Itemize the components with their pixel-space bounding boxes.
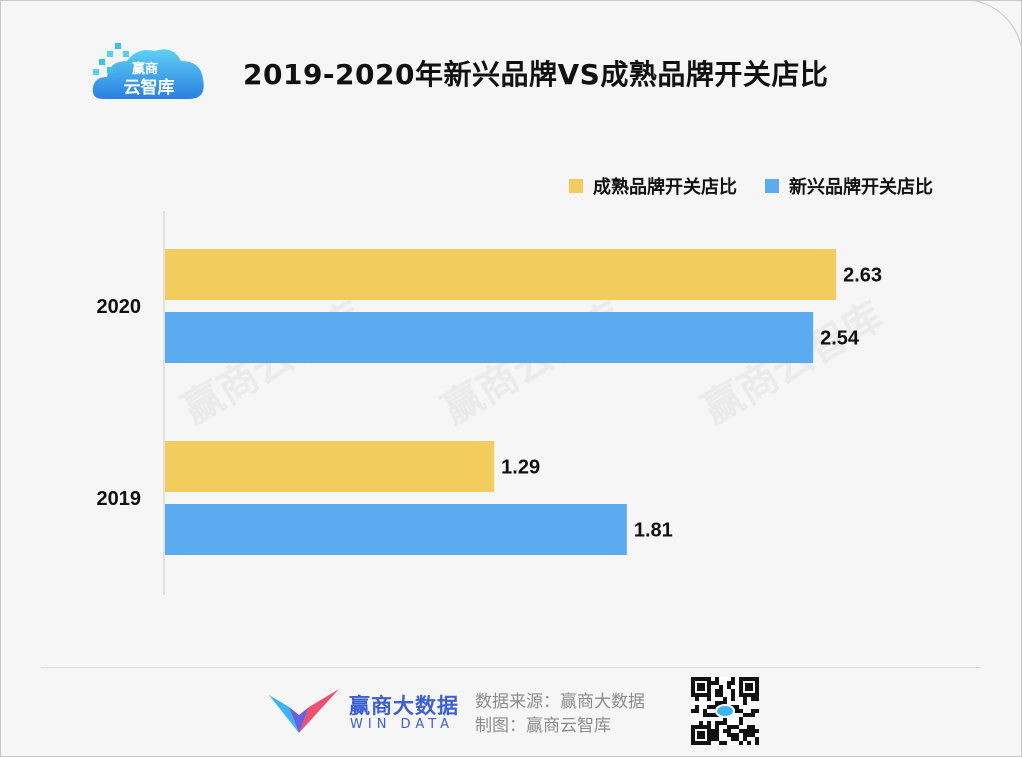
data-label: 2.54 xyxy=(820,328,860,350)
data-source: 数据来源：赢商大数据 xyxy=(475,692,645,712)
logo-line1: 赢商 xyxy=(132,61,158,77)
yingshang-cloud-logo: 赢商 云智库 xyxy=(92,43,204,99)
legend-swatch-mature xyxy=(569,179,583,193)
bar-chart: 2020 2.63 2.54 2019 1.29 1.81 xyxy=(97,211,882,595)
legend-swatch-emerging xyxy=(765,179,779,193)
legend-item-emerging: 新兴品牌开关店比 xyxy=(765,173,933,199)
data-label: 1.29 xyxy=(501,457,540,479)
data-label: 1.81 xyxy=(634,520,673,542)
windata-brand-cn: 赢商大数据 xyxy=(349,694,459,718)
chart-title: 2019-2020年新兴品牌VS成熟品牌开关店比 xyxy=(243,58,829,91)
bar xyxy=(165,312,814,363)
category-label: 2019 xyxy=(97,488,142,510)
bar xyxy=(165,441,495,492)
source-text: 数据来源：赢商大数据 制图：赢商云智库 xyxy=(475,690,645,738)
windata-brand-en: WIN DATA xyxy=(350,717,455,732)
data-label: 2.63 xyxy=(843,265,882,287)
bar xyxy=(165,249,837,300)
legend-item-mature: 成熟品牌开关店比 xyxy=(569,173,737,199)
legend-label-emerging: 新兴品牌开关店比 xyxy=(789,177,933,198)
chart-credit: 制图：赢商云智库 xyxy=(475,716,611,736)
qr-code-icon xyxy=(691,677,759,745)
legend: 成熟品牌开关店比 新兴品牌开关店比 xyxy=(569,173,933,199)
bar xyxy=(165,504,627,555)
footer-divider xyxy=(41,667,981,668)
category-label: 2020 xyxy=(97,296,142,318)
legend-label-mature: 成熟品牌开关店比 xyxy=(593,177,737,198)
logo-line2: 云智库 xyxy=(124,77,175,98)
windata-logo xyxy=(269,689,339,733)
